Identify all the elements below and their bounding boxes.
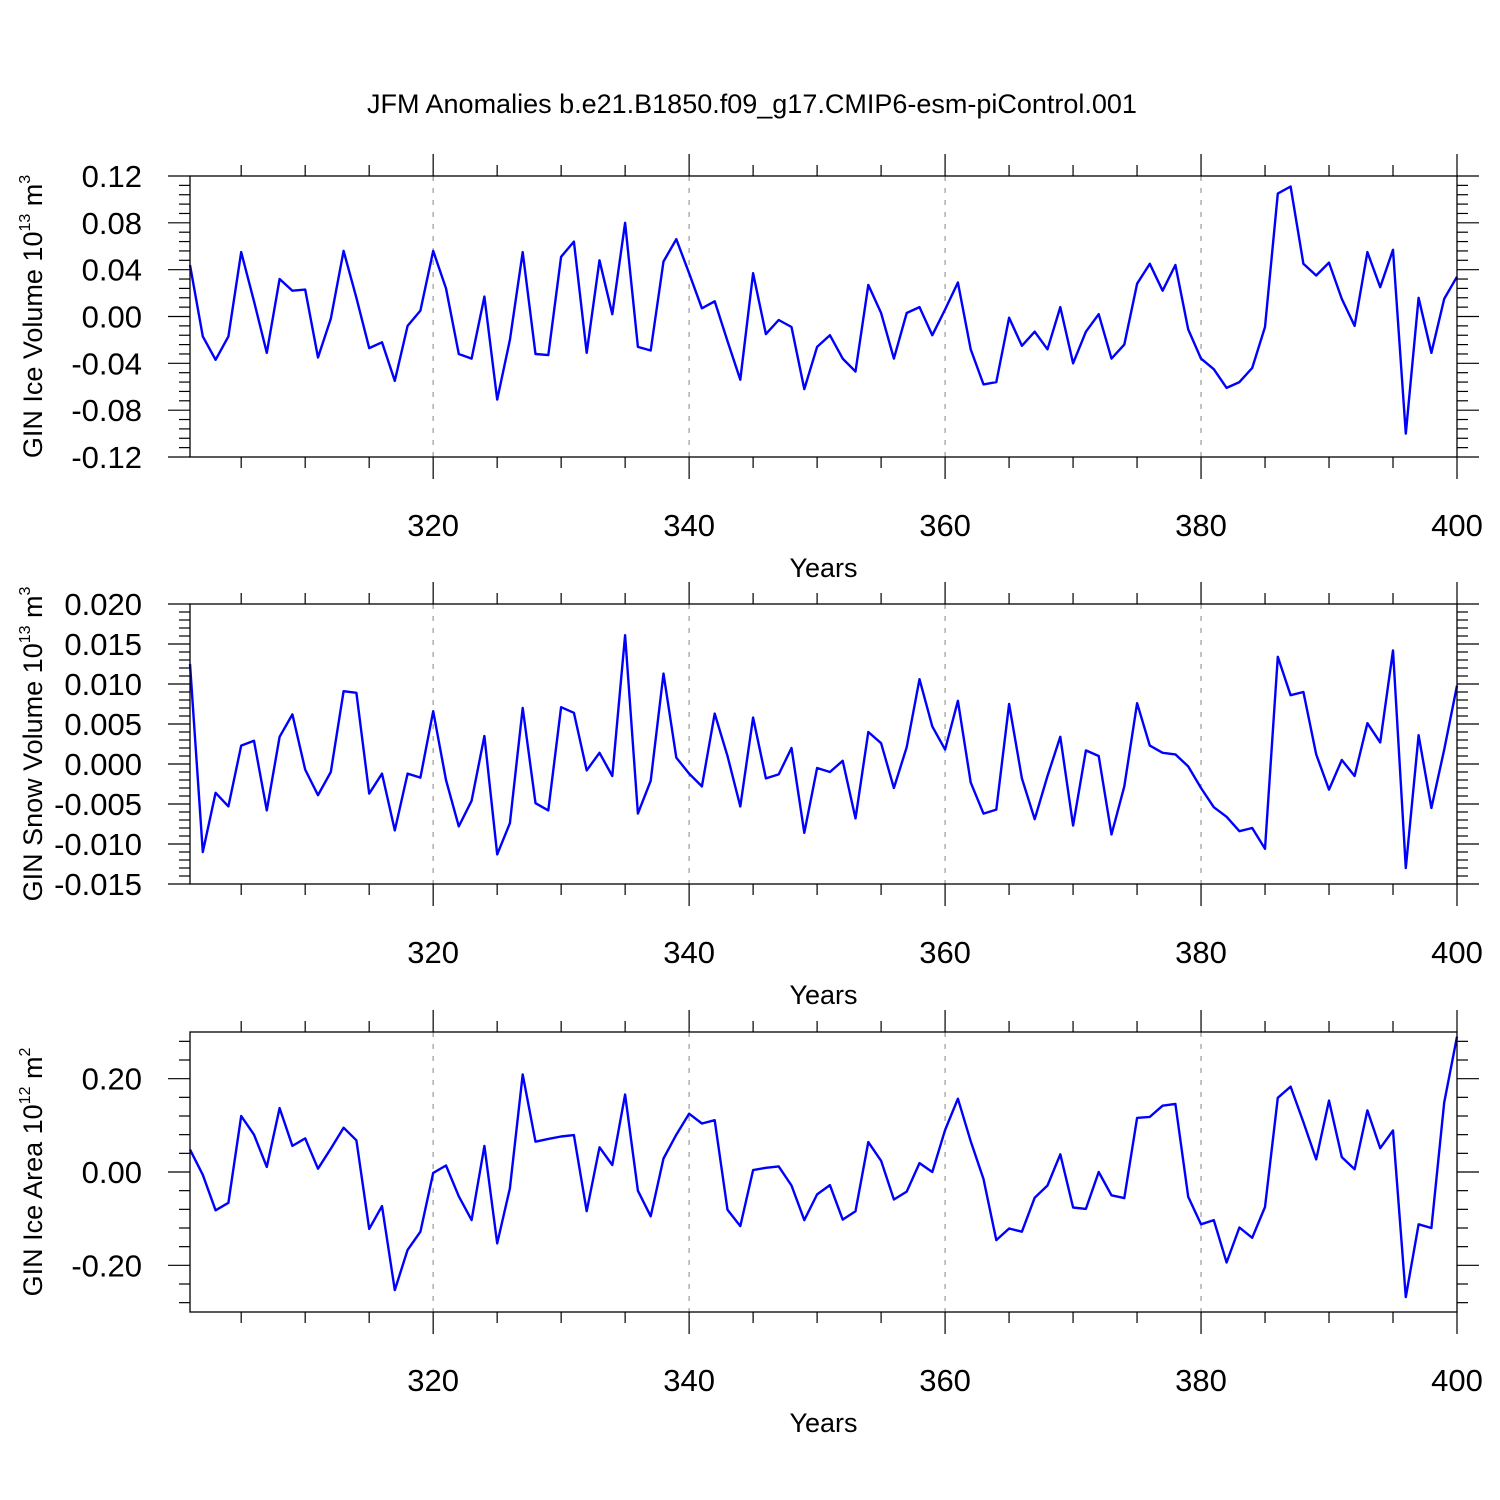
x-tick-label: 380	[1175, 1363, 1227, 1398]
y-tick-label: 0.12	[82, 159, 142, 194]
x-axis-label: Years	[789, 553, 857, 583]
y-tick-label: -0.005	[54, 787, 142, 822]
y-tick-label: 0.015	[64, 627, 142, 662]
panel-3: 0.20 0.00 -0.20 320 340 360 380 400 Years GIN Ice…	[17, 1010, 1483, 1438]
x-tick-label: 360	[919, 1363, 971, 1398]
y-tick-label: 0.010	[64, 667, 142, 702]
series-line	[188, 185, 1459, 435]
x-tick-label: 340	[663, 1363, 715, 1398]
y-tick-label: 0.020	[64, 587, 142, 622]
panel-2: 0.020 0.015 0.010 0.005 0.000 -0.005 -0.010 -0.…	[17, 582, 1483, 1010]
y-tick-label: -0.015	[54, 867, 142, 902]
series-line	[188, 1036, 1459, 1299]
x-tick-label: 400	[1431, 1363, 1483, 1398]
y-tick-label: -0.08	[71, 393, 142, 428]
x-axis-label: Years	[789, 980, 857, 1010]
x-tick-label: 360	[919, 935, 971, 970]
x-tick-label: 400	[1431, 935, 1483, 970]
y-tick-label: 0.00	[82, 300, 142, 335]
y-tick-label: 0.08	[82, 206, 142, 241]
x-tick-label: 360	[919, 508, 971, 543]
plot-frame	[189, 175, 1458, 458]
chart-title: JFM Anomalies b.e21.B1850.f09_g17.CMIP6-…	[367, 89, 1137, 119]
x-axis-label: Years	[789, 1408, 857, 1438]
y-tick-label: -0.04	[71, 346, 142, 381]
y-tick-label: 0.00	[82, 1155, 142, 1190]
y-tick-label: -0.12	[71, 440, 142, 475]
x-tick-label: 380	[1175, 935, 1227, 970]
x-tick-label: 320	[407, 1363, 459, 1398]
y-tick-label: 0.000	[64, 747, 142, 782]
y-axis-label: GIN Ice Area 1012 m2	[17, 1048, 48, 1297]
series-line	[188, 634, 1459, 870]
y-tick-label: 0.04	[82, 253, 142, 288]
y-axis-label: GIN Ice Volume 1013 m3	[17, 175, 48, 458]
y-axis-label: GIN Snow Volume 1013 m3	[17, 586, 48, 901]
plot-frame	[189, 603, 1458, 885]
x-tick-label: 380	[1175, 508, 1227, 543]
x-tick-label: 340	[663, 935, 715, 970]
x-tick-label: 320	[407, 935, 459, 970]
y-tick-label: -0.20	[71, 1248, 142, 1283]
y-tick-label: -0.010	[54, 827, 142, 862]
x-tick-label: 320	[407, 508, 459, 543]
y-tick-label: 0.005	[64, 707, 142, 742]
x-tick-label: 400	[1431, 508, 1483, 543]
panel-1: 0.12 0.08 0.04 0.00 -0.04 -0.08 -0.12 320 340 360…	[17, 154, 1483, 583]
x-tick-label: 340	[663, 508, 715, 543]
y-tick-label: 0.20	[82, 1062, 142, 1097]
plot-frame	[189, 1031, 1458, 1313]
